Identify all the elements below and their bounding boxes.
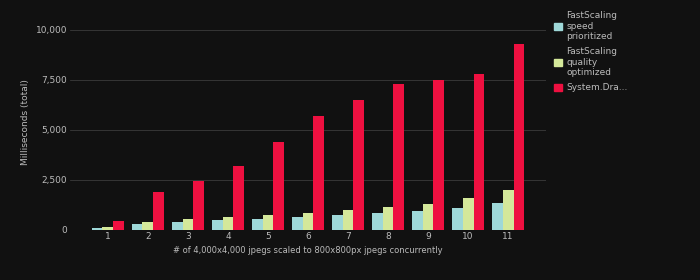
Bar — [452, 208, 463, 230]
Bar — [354, 100, 364, 230]
Bar — [113, 221, 124, 230]
Bar — [183, 219, 193, 230]
Bar — [302, 213, 314, 230]
Bar — [503, 190, 514, 230]
Bar — [433, 80, 444, 230]
Bar — [423, 204, 433, 230]
Bar — [223, 217, 233, 230]
Bar — [463, 198, 473, 230]
Bar — [514, 44, 524, 230]
Bar — [262, 215, 274, 230]
Bar — [372, 213, 383, 230]
Bar — [383, 207, 393, 230]
Bar — [332, 215, 342, 230]
Legend: FastScaling
speed
prioritized, FastScaling
quality
optimized, System.Dra...: FastScaling speed prioritized, FastScali… — [551, 8, 631, 96]
Bar — [193, 181, 204, 230]
Bar — [132, 224, 143, 230]
Y-axis label: Milliseconds (total): Milliseconds (total) — [21, 79, 30, 165]
Bar — [342, 210, 354, 230]
Bar — [211, 220, 223, 230]
Bar — [143, 222, 153, 230]
X-axis label: # of 4,000x4,000 jpegs scaled to 800x800px jpegs concurrently: # of 4,000x4,000 jpegs scaled to 800x800… — [173, 246, 443, 255]
Bar — [492, 203, 503, 230]
Bar — [92, 228, 102, 230]
Bar — [172, 222, 183, 230]
Bar — [102, 227, 113, 230]
Bar — [252, 219, 262, 230]
Bar — [233, 166, 244, 230]
Bar — [314, 116, 324, 230]
Bar — [274, 142, 284, 230]
Bar — [393, 84, 405, 230]
Bar — [292, 217, 302, 230]
Bar — [473, 74, 484, 230]
Bar — [153, 192, 164, 230]
Bar — [412, 211, 423, 230]
